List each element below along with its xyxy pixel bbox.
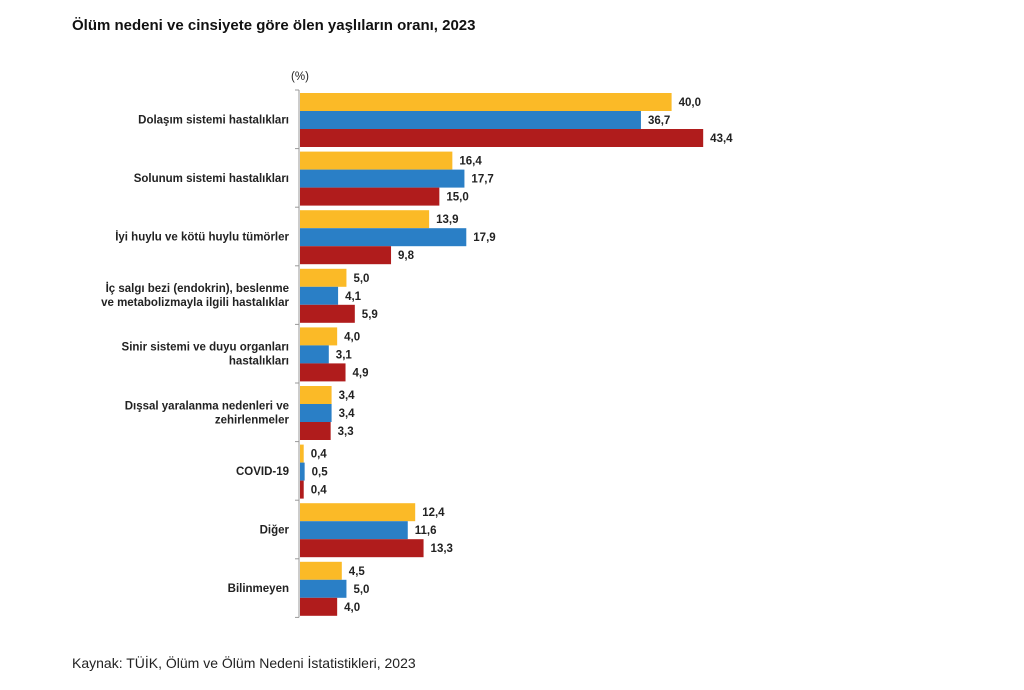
bar <box>300 539 424 558</box>
bar <box>300 363 346 382</box>
bar <box>300 444 304 463</box>
bar <box>300 151 453 170</box>
category-label: Diğer <box>260 525 290 537</box>
category-label: Dolaşım sistemi hastalıkları <box>138 114 289 126</box>
category-label: zehirlenmeler <box>215 414 290 426</box>
bar <box>300 404 332 422</box>
bar <box>300 503 416 522</box>
bar <box>300 480 304 499</box>
data-label: 4,0 <box>344 331 360 343</box>
data-label: 13,9 <box>436 214 458 226</box>
data-label: 5,0 <box>353 273 369 285</box>
bar <box>300 345 329 364</box>
bar <box>300 246 392 265</box>
bar <box>300 169 465 188</box>
data-label: 13,3 <box>431 543 453 555</box>
data-label: 17,7 <box>471 174 493 186</box>
bar <box>300 561 342 580</box>
bar <box>300 111 641 129</box>
bar <box>300 93 672 111</box>
data-label: 16,4 <box>459 156 482 168</box>
data-label: 40,0 <box>679 97 701 109</box>
bar <box>300 597 338 616</box>
data-label: 36,7 <box>648 115 670 127</box>
bar <box>300 268 347 287</box>
chart-title: Ölüm nedeni ve cinsiyete göre ölen yaşlı… <box>72 17 476 34</box>
data-label: 0,5 <box>312 467 329 479</box>
category-label: İç salgı bezi (endokrin), beslenme <box>106 282 289 295</box>
bar <box>300 210 430 229</box>
data-label: 3,3 <box>338 426 354 438</box>
data-label: 4,0 <box>344 602 360 614</box>
data-label: 43,4 <box>710 133 733 145</box>
bar <box>300 187 440 206</box>
category-label: Bilinmeyen <box>228 583 289 595</box>
bar <box>300 286 339 305</box>
bar <box>300 422 331 440</box>
data-label: 4,9 <box>353 367 369 379</box>
data-label: 11,6 <box>415 525 437 537</box>
data-label: 4,5 <box>349 566 366 578</box>
data-label: 3,1 <box>336 349 353 361</box>
bar <box>300 521 408 540</box>
source-note: Kaynak: TÜİK, Ölüm ve Ölüm Nedeni İstati… <box>72 655 416 671</box>
data-label: 9,8 <box>398 250 415 262</box>
bar <box>300 386 332 404</box>
data-label: 0,4 <box>311 485 328 497</box>
data-label: 5,9 <box>362 309 378 321</box>
data-label: 3,4 <box>339 390 356 402</box>
unit-label: (%) <box>291 71 309 83</box>
data-label: 0,4 <box>311 449 328 461</box>
bar <box>300 228 467 247</box>
bar <box>300 327 338 346</box>
data-label: 4,1 <box>345 291 362 303</box>
bar <box>300 129 704 147</box>
bar <box>300 462 305 481</box>
data-label: 3,4 <box>339 408 356 420</box>
data-label: 5,0 <box>353 584 369 596</box>
bar <box>300 304 355 323</box>
category-label: Dışsal yaralanma nedenleri ve <box>125 400 289 412</box>
category-label: Solunum sistemi hastalıkları <box>134 173 289 185</box>
data-label: 17,9 <box>473 232 495 244</box>
category-label: ve metabolizmayla ilgili hastalıklar <box>101 297 289 309</box>
data-label: 15,0 <box>446 192 468 204</box>
bar <box>300 579 347 598</box>
data-label: 12,4 <box>422 507 445 519</box>
category-label: İyi huylu ve kötü huylu tümörler <box>115 231 289 244</box>
category-label: Sinir sistemi ve duyu organları <box>122 342 289 354</box>
category-label: hastalıkları <box>229 356 289 368</box>
category-label: COVID-19 <box>236 466 289 478</box>
